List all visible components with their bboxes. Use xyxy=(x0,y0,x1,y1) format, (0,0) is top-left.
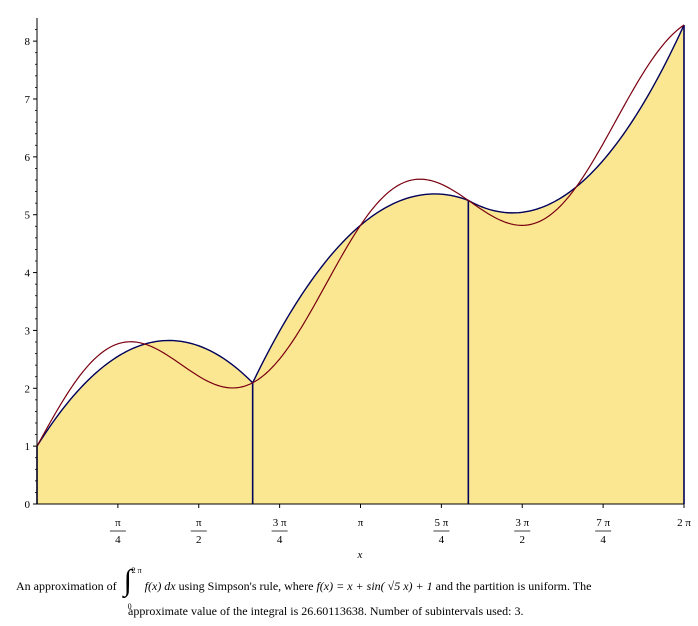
integral-upper-limit: 2 π xyxy=(131,566,142,575)
function-curve xyxy=(36,24,685,447)
caption-intro: An approximation of xyxy=(16,578,117,593)
x-tick-numerator-3: π xyxy=(358,517,364,529)
caption-line-2: approximate value of the integral is 26.… xyxy=(128,604,524,618)
x-tick-denominator-2: 4 xyxy=(277,534,283,546)
y-tick-label-5: 5 xyxy=(25,210,31,222)
x-tick-denominator-5: 2 xyxy=(520,534,526,546)
caption-line-1: An approximation of ∫ 2 π 0 f(x) dx usin… xyxy=(16,566,592,612)
x-tick-denominator-0: 4 xyxy=(115,534,121,546)
x-tick-denominator-6: 4 xyxy=(600,534,606,546)
x-tick-numerator-2: 3 π xyxy=(273,517,287,529)
simpson-area-2 xyxy=(252,193,469,504)
caption-method: using Simpson's rule, where xyxy=(178,578,317,593)
y-tick-label-1: 1 xyxy=(25,441,31,453)
x-tick-denominator-4: 4 xyxy=(439,534,445,546)
function-definition: f(x) = x + sin( √5 x) + 1 xyxy=(316,578,433,593)
x-axis-label: x xyxy=(357,549,363,561)
x-tick-numerator-0: π xyxy=(115,517,121,529)
curve-layer xyxy=(36,24,685,504)
tick-layer: 0 1 2 3 4 5 6 7 8 π 4 π 2 3 π 4 π 5 π 4 3 π 2 7 π 4 2 π xyxy=(25,29,691,546)
y-tick-label-3: 3 xyxy=(25,325,31,337)
integral-lower-limit: 0 xyxy=(127,602,132,611)
x-tick-numerator-1: π xyxy=(196,517,202,529)
simpson-rule-plot: 0 1 2 3 4 5 6 7 8 π 4 π 2 3 π 4 π 5 π 4 3 π 2 7 π 4 2 π x xyxy=(25,18,691,561)
y-tick-label-7: 7 xyxy=(25,94,31,106)
y-tick-label-8: 8 xyxy=(25,36,31,48)
x-tick-numerator-7: 2 π xyxy=(677,517,691,529)
caption-partition: and the partition is uniform. The xyxy=(435,578,592,593)
simpson-area-1 xyxy=(37,340,253,504)
integral-symbol: ∫ xyxy=(123,564,132,597)
simpson-area-3 xyxy=(468,24,684,504)
y-tick-label-0: 0 xyxy=(25,499,31,511)
x-tick-numerator-6: 7 π xyxy=(596,517,610,529)
y-tick-label-4: 4 xyxy=(25,268,31,280)
x-tick-denominator-1: 2 xyxy=(196,534,202,546)
y-tick-label-6: 6 xyxy=(25,152,31,164)
integral-sign: ∫ 2 π 0 xyxy=(120,566,142,612)
integrand: f(x) dx xyxy=(144,578,176,593)
y-tick-label-2: 2 xyxy=(25,383,31,395)
approximation-area-layer xyxy=(37,24,684,504)
x-tick-numerator-4: 5 π xyxy=(434,517,448,529)
x-tick-numerator-5: 3 π xyxy=(515,517,529,529)
